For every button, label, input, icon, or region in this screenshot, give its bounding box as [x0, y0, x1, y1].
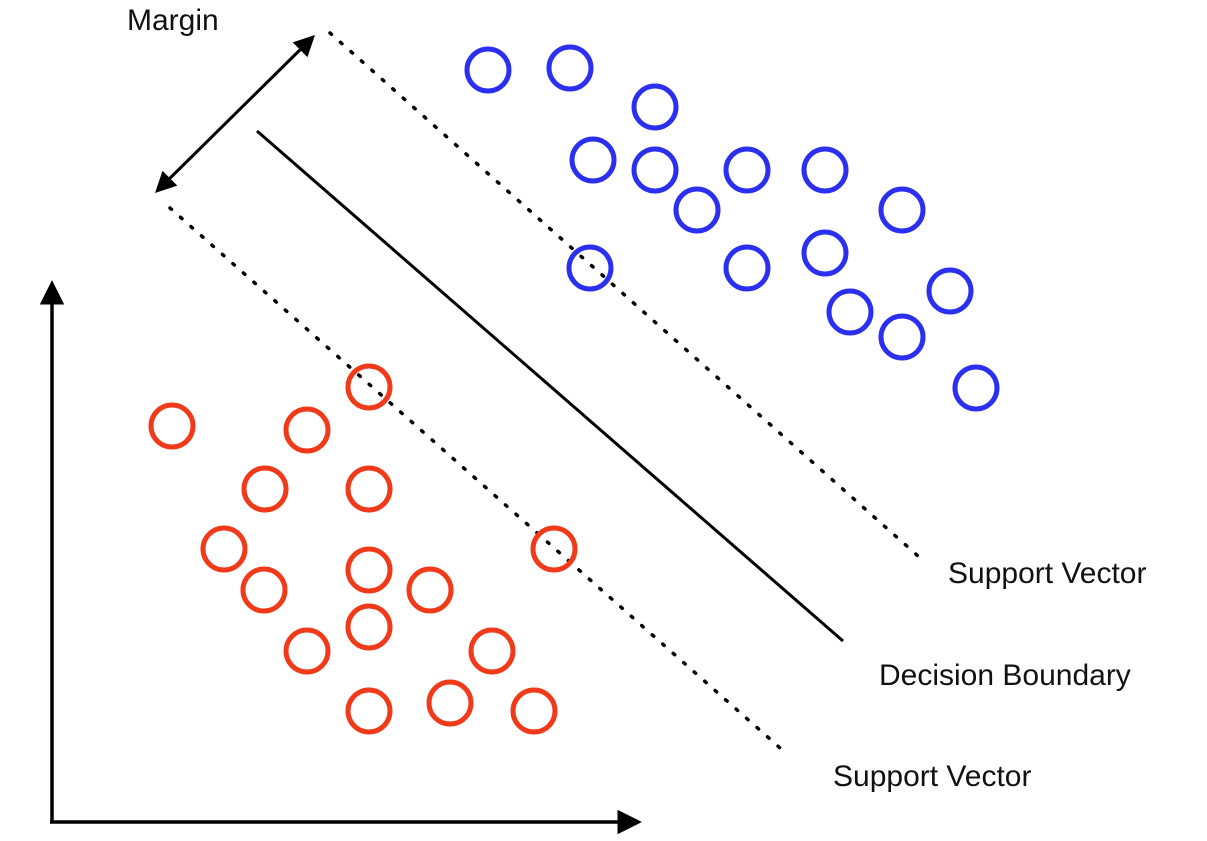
red-point-12 — [283, 627, 331, 675]
blue-point-11 — [723, 244, 771, 292]
support-vector-upper-line — [328, 31, 920, 558]
red-point-5 — [345, 465, 393, 513]
blue-point-9 — [878, 186, 926, 234]
support-vector-label-upper: Support Vector — [948, 557, 1146, 590]
blue-point-7 — [801, 146, 849, 194]
blue-point-5 — [631, 146, 679, 194]
decision-boundary-line — [256, 129, 844, 643]
red-point-9 — [240, 566, 288, 614]
red-point-13 — [468, 627, 516, 675]
blue-point-4 — [569, 136, 617, 184]
red-point-10 — [406, 566, 454, 614]
red-point-4 — [241, 465, 289, 513]
blue-point-3 — [631, 83, 679, 131]
blue-point-6 — [723, 146, 771, 194]
axes — [39, 280, 642, 835]
blue-point-14 — [826, 288, 874, 336]
red-point-1 — [345, 363, 393, 411]
support-vector-label-lower: Support Vector — [833, 760, 1031, 793]
red-point-11 — [345, 603, 393, 651]
support-vector-lower-line — [168, 206, 790, 757]
red-point-3 — [283, 406, 331, 454]
decision-boundary-label: Decision Boundary — [879, 659, 1131, 692]
red-point-15 — [426, 679, 474, 727]
red-point-8 — [345, 546, 393, 594]
margin-label: Margin — [127, 4, 219, 37]
red-point-7 — [530, 525, 578, 573]
blue-point-1 — [464, 46, 512, 94]
margin-arrow — [155, 35, 315, 193]
blue-point-10 — [566, 244, 614, 292]
blue-point-16 — [952, 364, 1000, 412]
red-point-16 — [510, 687, 558, 735]
blue-point-2 — [546, 44, 594, 92]
blue-point-15 — [878, 313, 926, 361]
red-point-14 — [345, 687, 393, 735]
red-point-6 — [200, 525, 248, 573]
data-points — [148, 44, 1000, 735]
blue-point-13 — [926, 267, 974, 315]
red-point-2 — [148, 402, 196, 450]
blue-point-8 — [673, 186, 721, 234]
blue-point-12 — [801, 229, 849, 277]
